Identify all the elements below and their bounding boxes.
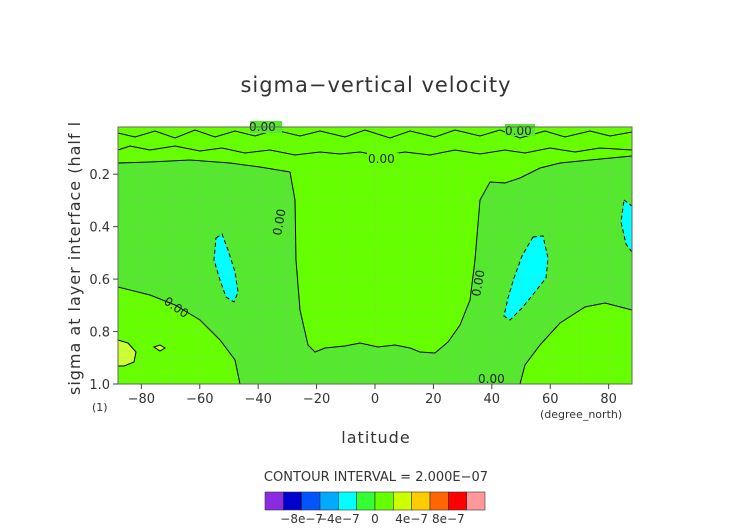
contour-label-top-right: 0.00 (505, 124, 532, 138)
x-tick-label: 80 (600, 392, 617, 407)
y-tick-label: 0.4 (89, 221, 110, 236)
colorbar-swatch (356, 491, 376, 511)
x-unit: (degree_north) (540, 408, 622, 421)
colorbar-label: 8e−7 (432, 512, 465, 526)
colorbar-swatch (283, 491, 302, 511)
colorbar-swatch (393, 491, 412, 511)
region-middle (118, 146, 632, 353)
colorbar-swatch (301, 491, 321, 511)
contour-yellow-spot (152, 344, 166, 352)
contour-upper (117, 159, 291, 173)
x-tick-label: −80 (128, 392, 155, 407)
region-cyan-east (621, 200, 632, 252)
region-right-lower (520, 303, 632, 384)
contour-interval-text: CONTOUR INTERVAL = 2.000E−07 (264, 470, 488, 485)
plot-area: 0.00 0.00 0.00 0.00 0.00 0.00 0.00 (117, 120, 633, 386)
contour-label-right-mid: 0.00 (469, 269, 487, 298)
chart-title: sigma−vertical velocity (240, 73, 511, 97)
colorbar-swatch (264, 491, 284, 511)
y-axis: 1.0 0.8 0.6 0.4 0.2 (89, 168, 118, 393)
colorbar-swatch (429, 491, 449, 511)
y-tick-label: 0.6 (89, 273, 110, 288)
x-tick-label: 40 (484, 392, 501, 407)
contour-cyan-left (213, 233, 239, 303)
contour-top-wave (117, 145, 633, 157)
colorbar-label: 4e−7 (395, 512, 428, 526)
region-cyan-left (214, 234, 238, 302)
contour-center (289, 171, 491, 354)
contour-lines (117, 129, 633, 385)
x-axis: −80 −60 −40 −20 0 20 40 60 80 (128, 384, 617, 407)
x-tick-label: 0 (371, 392, 379, 407)
y-tick-label: 0.2 (89, 168, 110, 183)
colorbar-swatch (319, 491, 339, 511)
x-tick-label: −60 (186, 392, 213, 407)
colorbar-swatch (374, 491, 394, 511)
colorbar: −8e−7−4e−7 0 4e−7 8e−7 (264, 491, 486, 526)
contour-right-lower (519, 302, 633, 385)
contour-left-vertical (117, 286, 241, 385)
grid (118, 127, 632, 385)
contour-label-center-top: 0.00 (368, 152, 395, 166)
colorbar-label: 0 (371, 512, 379, 526)
y-tick-label: 1.0 (89, 378, 110, 393)
contour-label-bottom-right: 0.00 (478, 372, 505, 386)
contour-cyan-right (503, 235, 549, 321)
contour-yellow-sw (117, 339, 137, 367)
x-tick-label: −40 (244, 392, 271, 407)
x-tick-label: 20 (425, 392, 442, 407)
colorbar-swatch (448, 491, 467, 511)
colorbar-swatch (338, 491, 357, 511)
region-cyan-right (504, 236, 548, 320)
contour-upper-right (489, 155, 633, 184)
colorbar-label: −4e−7 (317, 512, 360, 526)
y-tick-label: 0.8 (89, 326, 110, 341)
y-unit: (1) (92, 401, 108, 414)
x-tick-label: −20 (303, 392, 330, 407)
contour-label-left-upper: 0.00 (270, 208, 288, 237)
contour-cyan-east (620, 199, 633, 253)
region-yellow-sw (118, 340, 136, 366)
colorbar-label: −8e−7 (280, 512, 323, 526)
region-left-lower (118, 287, 240, 384)
colorbar-swatch (411, 491, 431, 511)
y-axis-label: sigma at layer interface (half l (65, 121, 84, 395)
colorbar-swatch (466, 491, 486, 511)
x-axis-label: latitude (341, 428, 410, 447)
x-tick-label: 60 (542, 392, 559, 407)
contour-top-ripple (117, 129, 633, 139)
